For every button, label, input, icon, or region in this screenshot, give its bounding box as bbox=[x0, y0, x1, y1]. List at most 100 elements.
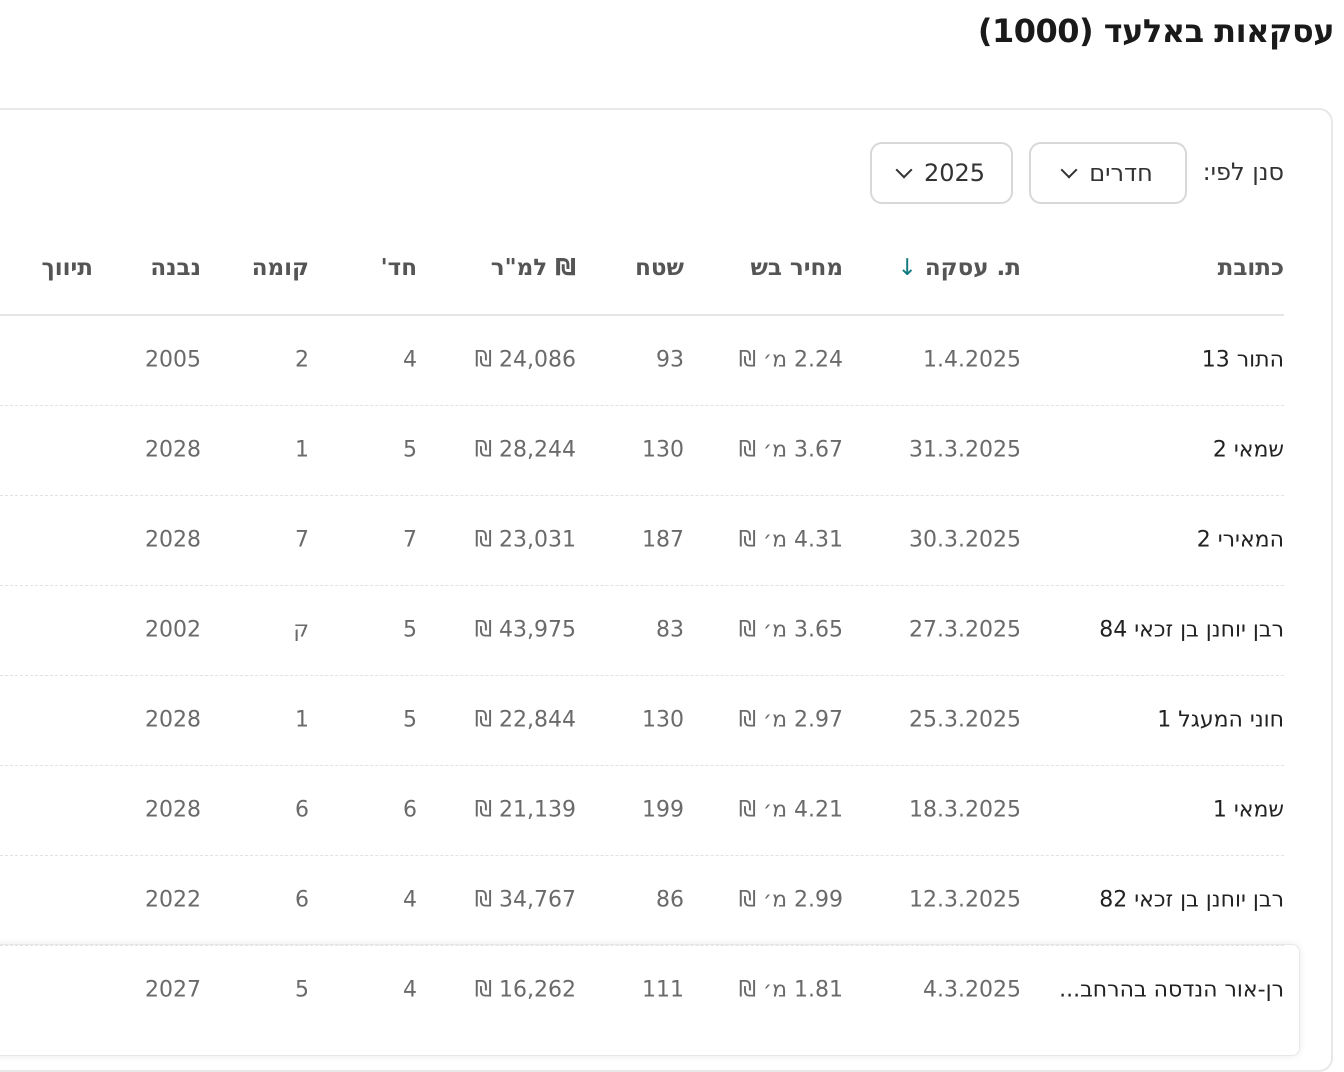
cell-built: 2002 bbox=[145, 617, 201, 643]
cell-price: 3.67 מ׳ ₪ bbox=[738, 437, 843, 463]
cell-date: 18.3.2025 bbox=[909, 797, 1021, 823]
column-header-label: מחיר בש bbox=[750, 255, 843, 281]
filter-label: סנן לפי: bbox=[1202, 158, 1284, 186]
cell-price-per-sqm: 43,975 ₪ bbox=[474, 617, 576, 643]
cell-price-per-sqm: 28,244 ₪ bbox=[474, 437, 576, 463]
cell-built: 2028 bbox=[145, 797, 201, 823]
cell-price-per-sqm: 16,262 ₪ bbox=[474, 977, 576, 1003]
cell-price-per-sqm: 24,086 ₪ bbox=[474, 347, 576, 373]
cell-date: 1.4.2025 bbox=[923, 347, 1021, 373]
cell-floor: 2 bbox=[295, 347, 309, 373]
column-header-price[interactable]: מחיר בש bbox=[750, 255, 843, 281]
cell-address[interactable]: רן-אור הנדסה בהרחב... bbox=[1059, 977, 1284, 1003]
cell-area: 93 bbox=[656, 347, 684, 373]
row-divider bbox=[0, 675, 1284, 676]
cell-price: 2.99 מ׳ ₪ bbox=[738, 887, 843, 913]
row-divider bbox=[0, 855, 1284, 856]
cell-address[interactable]: המאירי 2 bbox=[1196, 527, 1284, 553]
cell-rooms: 5 bbox=[403, 707, 417, 733]
column-header-broker[interactable]: תיווך bbox=[41, 255, 93, 281]
cell-built: 2028 bbox=[145, 437, 201, 463]
page-title: עסקאות באלעד (1000) bbox=[977, 12, 1335, 50]
column-header-label: ת. עסקה bbox=[924, 255, 1021, 281]
cell-rooms: 5 bbox=[403, 437, 417, 463]
chevron-down-icon bbox=[1060, 161, 1078, 179]
cell-date: 30.3.2025 bbox=[909, 527, 1021, 553]
row-divider bbox=[0, 405, 1284, 406]
column-header-label: ₪ למ"ר bbox=[490, 255, 576, 281]
cell-rooms: 6 bbox=[403, 797, 417, 823]
cell-rooms: 4 bbox=[403, 977, 417, 1003]
cell-date: 27.3.2025 bbox=[909, 617, 1021, 643]
cell-floor: ק bbox=[293, 617, 309, 643]
cell-date: 31.3.2025 bbox=[909, 437, 1021, 463]
column-header-address[interactable]: כתובת bbox=[1218, 255, 1284, 281]
cell-address[interactable]: שמאי 1 bbox=[1212, 797, 1284, 823]
cell-address[interactable]: שמאי 2 bbox=[1212, 437, 1284, 463]
column-header-label: שטח bbox=[635, 255, 684, 281]
column-header-rooms[interactable]: חד' bbox=[381, 255, 417, 281]
cell-rooms: 4 bbox=[403, 887, 417, 913]
year-select[interactable]: 2025 bbox=[870, 142, 1013, 204]
cell-area: 199 bbox=[642, 797, 684, 823]
header-divider bbox=[0, 314, 1284, 316]
cell-area: 111 bbox=[642, 977, 684, 1003]
cell-area: 130 bbox=[642, 437, 684, 463]
cell-floor: 1 bbox=[295, 437, 309, 463]
column-header-price-per-sqm[interactable]: ₪ למ"ר bbox=[491, 255, 576, 281]
column-header-built[interactable]: נבנה bbox=[150, 255, 201, 281]
cell-address[interactable]: רבן יוחנן בן זכאי 84 bbox=[1099, 617, 1284, 643]
row-divider bbox=[0, 945, 1284, 946]
cell-address[interactable]: רבן יוחנן בן זכאי 82 bbox=[1099, 887, 1284, 913]
cell-floor: 6 bbox=[295, 887, 309, 913]
row-divider bbox=[0, 765, 1284, 766]
column-header-date[interactable]: ת. עסקה ↓ bbox=[898, 255, 1021, 281]
cell-rooms: 5 bbox=[403, 617, 417, 643]
cell-price: 1.81 מ׳ ₪ bbox=[738, 977, 843, 1003]
rooms-select[interactable]: חדרים bbox=[1029, 142, 1187, 204]
cell-date: 12.3.2025 bbox=[909, 887, 1021, 913]
transactions-card bbox=[0, 108, 1333, 1072]
column-header-label: קומה bbox=[251, 255, 309, 281]
column-header-label: חד' bbox=[380, 255, 417, 281]
cell-date: 25.3.2025 bbox=[909, 707, 1021, 733]
cell-floor: 6 bbox=[295, 797, 309, 823]
cell-area: 130 bbox=[642, 707, 684, 733]
cell-built: 2022 bbox=[145, 887, 201, 913]
cell-rooms: 7 bbox=[403, 527, 417, 553]
cell-price-per-sqm: 23,031 ₪ bbox=[474, 527, 576, 553]
cell-price-per-sqm: 21,139 ₪ bbox=[474, 797, 576, 823]
cell-price: 2.97 מ׳ ₪ bbox=[738, 707, 843, 733]
cell-built: 2027 bbox=[145, 977, 201, 1003]
cell-built: 2005 bbox=[145, 347, 201, 373]
cell-price: 2.24 מ׳ ₪ bbox=[738, 347, 843, 373]
cell-address[interactable]: חוני המעגל 1 bbox=[1157, 707, 1284, 733]
row-divider bbox=[0, 495, 1284, 496]
cell-built: 2028 bbox=[145, 707, 201, 733]
cell-price: 3.65 מ׳ ₪ bbox=[738, 617, 843, 643]
chevron-down-icon bbox=[895, 161, 913, 179]
cell-price: 4.21 מ׳ ₪ bbox=[738, 797, 843, 823]
column-header-label: נבנה bbox=[150, 255, 201, 281]
cell-rooms: 4 bbox=[403, 347, 417, 373]
cell-floor: 1 bbox=[295, 707, 309, 733]
column-header-label: כתובת bbox=[1217, 255, 1284, 281]
row-divider bbox=[0, 585, 1284, 586]
cell-price-per-sqm: 34,767 ₪ bbox=[474, 887, 576, 913]
cell-floor: 7 bbox=[295, 527, 309, 553]
cell-price-per-sqm: 22,844 ₪ bbox=[474, 707, 576, 733]
cell-area: 86 bbox=[656, 887, 684, 913]
sort-arrow-icon[interactable]: ↓ bbox=[897, 255, 917, 281]
column-header-area[interactable]: שטח bbox=[635, 255, 684, 281]
cell-price: 4.31 מ׳ ₪ bbox=[738, 527, 843, 553]
cell-address[interactable]: התור 13 bbox=[1201, 347, 1284, 373]
column-header-floor[interactable]: קומה bbox=[252, 255, 309, 281]
cell-floor: 5 bbox=[295, 977, 309, 1003]
cell-area: 187 bbox=[642, 527, 684, 553]
cell-area: 83 bbox=[656, 617, 684, 643]
cell-built: 2028 bbox=[145, 527, 201, 553]
rooms-select-value: חדרים bbox=[1089, 159, 1153, 187]
column-header-label: תיווך bbox=[41, 255, 93, 281]
cell-date: 4.3.2025 bbox=[923, 977, 1021, 1003]
year-select-value: 2025 bbox=[923, 159, 986, 187]
